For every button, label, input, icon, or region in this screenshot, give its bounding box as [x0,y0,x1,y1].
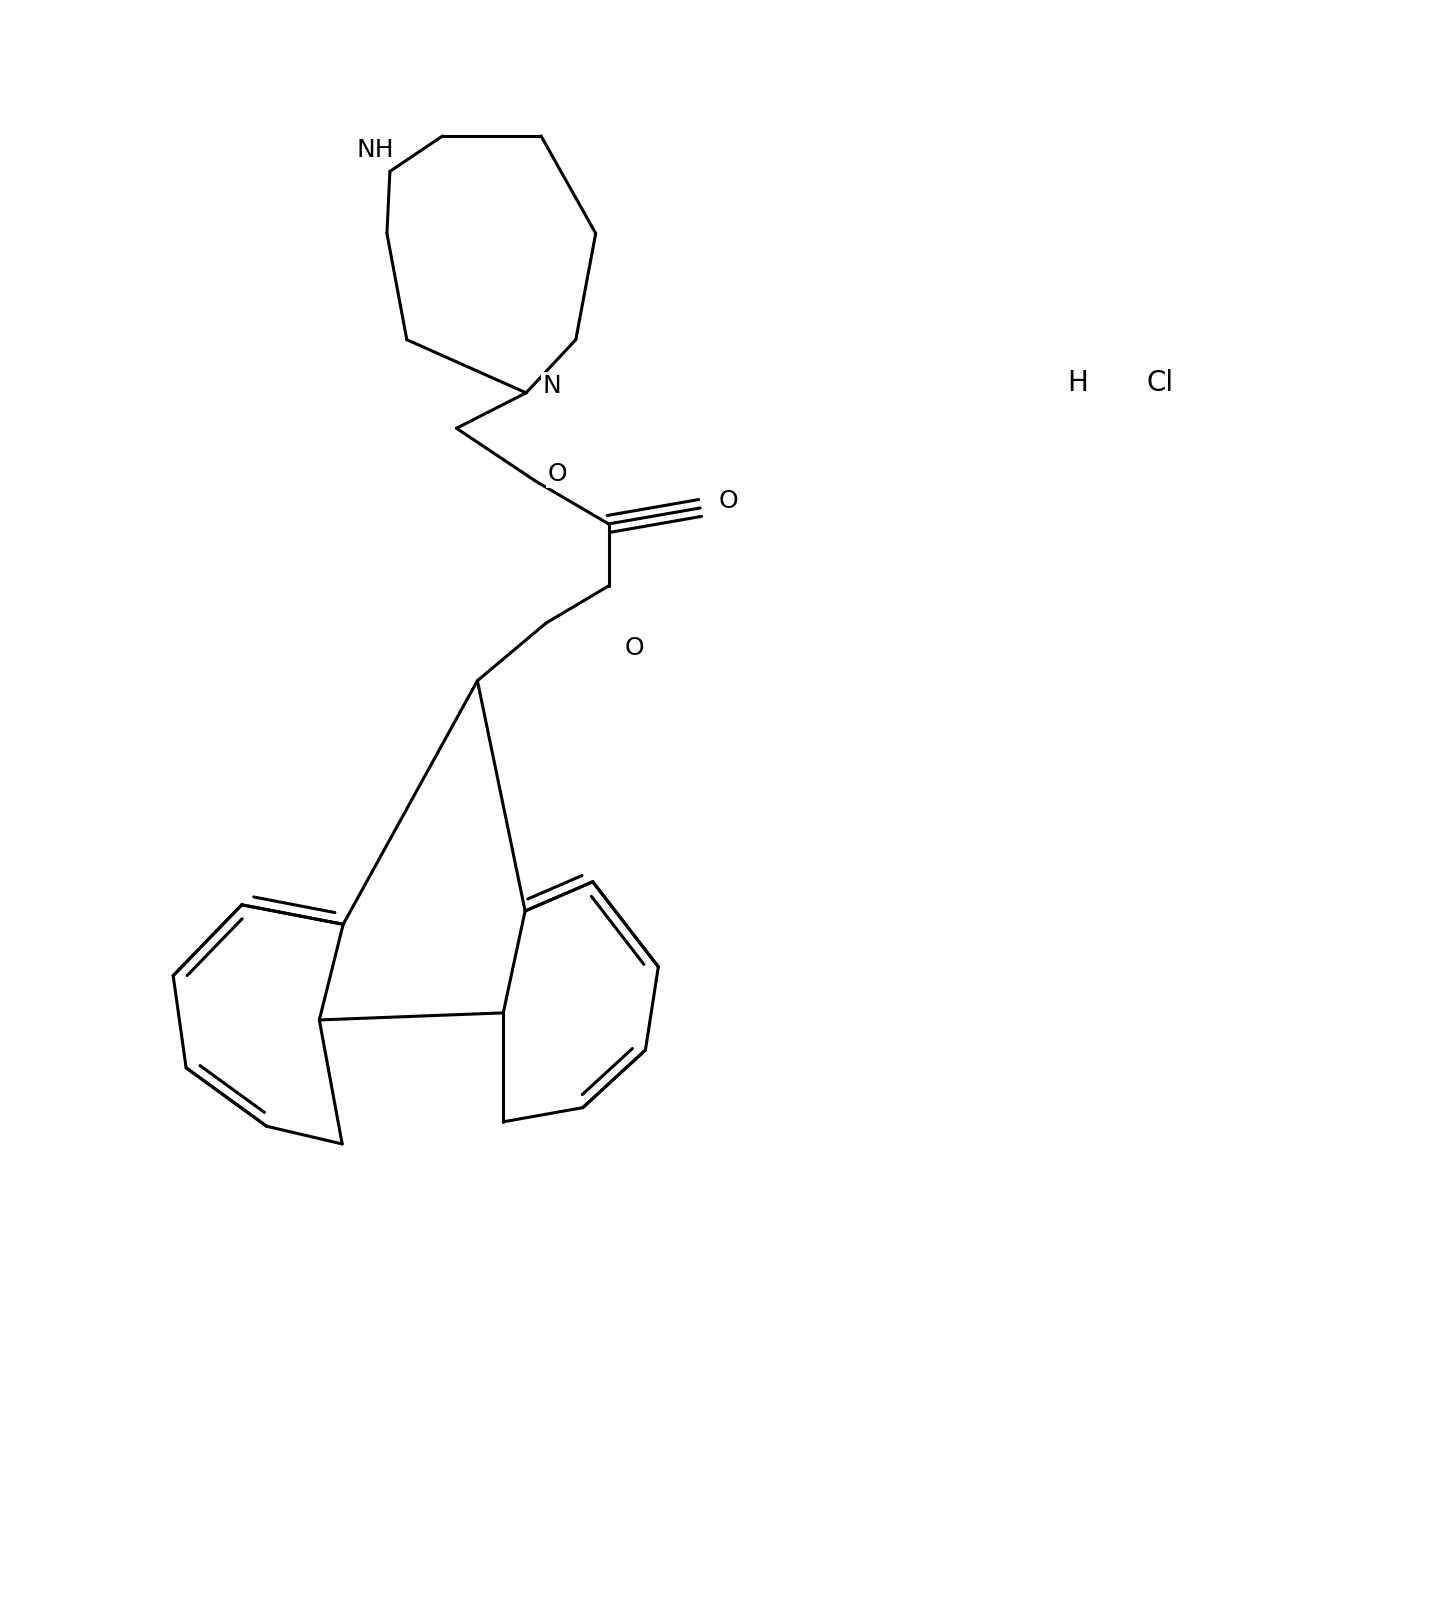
Text: NH: NH [358,138,395,162]
Text: H: H [1067,369,1088,396]
Text: O: O [625,636,644,660]
Text: O: O [719,490,738,514]
Text: Cl: Cl [1147,369,1174,396]
Text: O: O [548,462,568,486]
Text: N: N [542,374,561,398]
